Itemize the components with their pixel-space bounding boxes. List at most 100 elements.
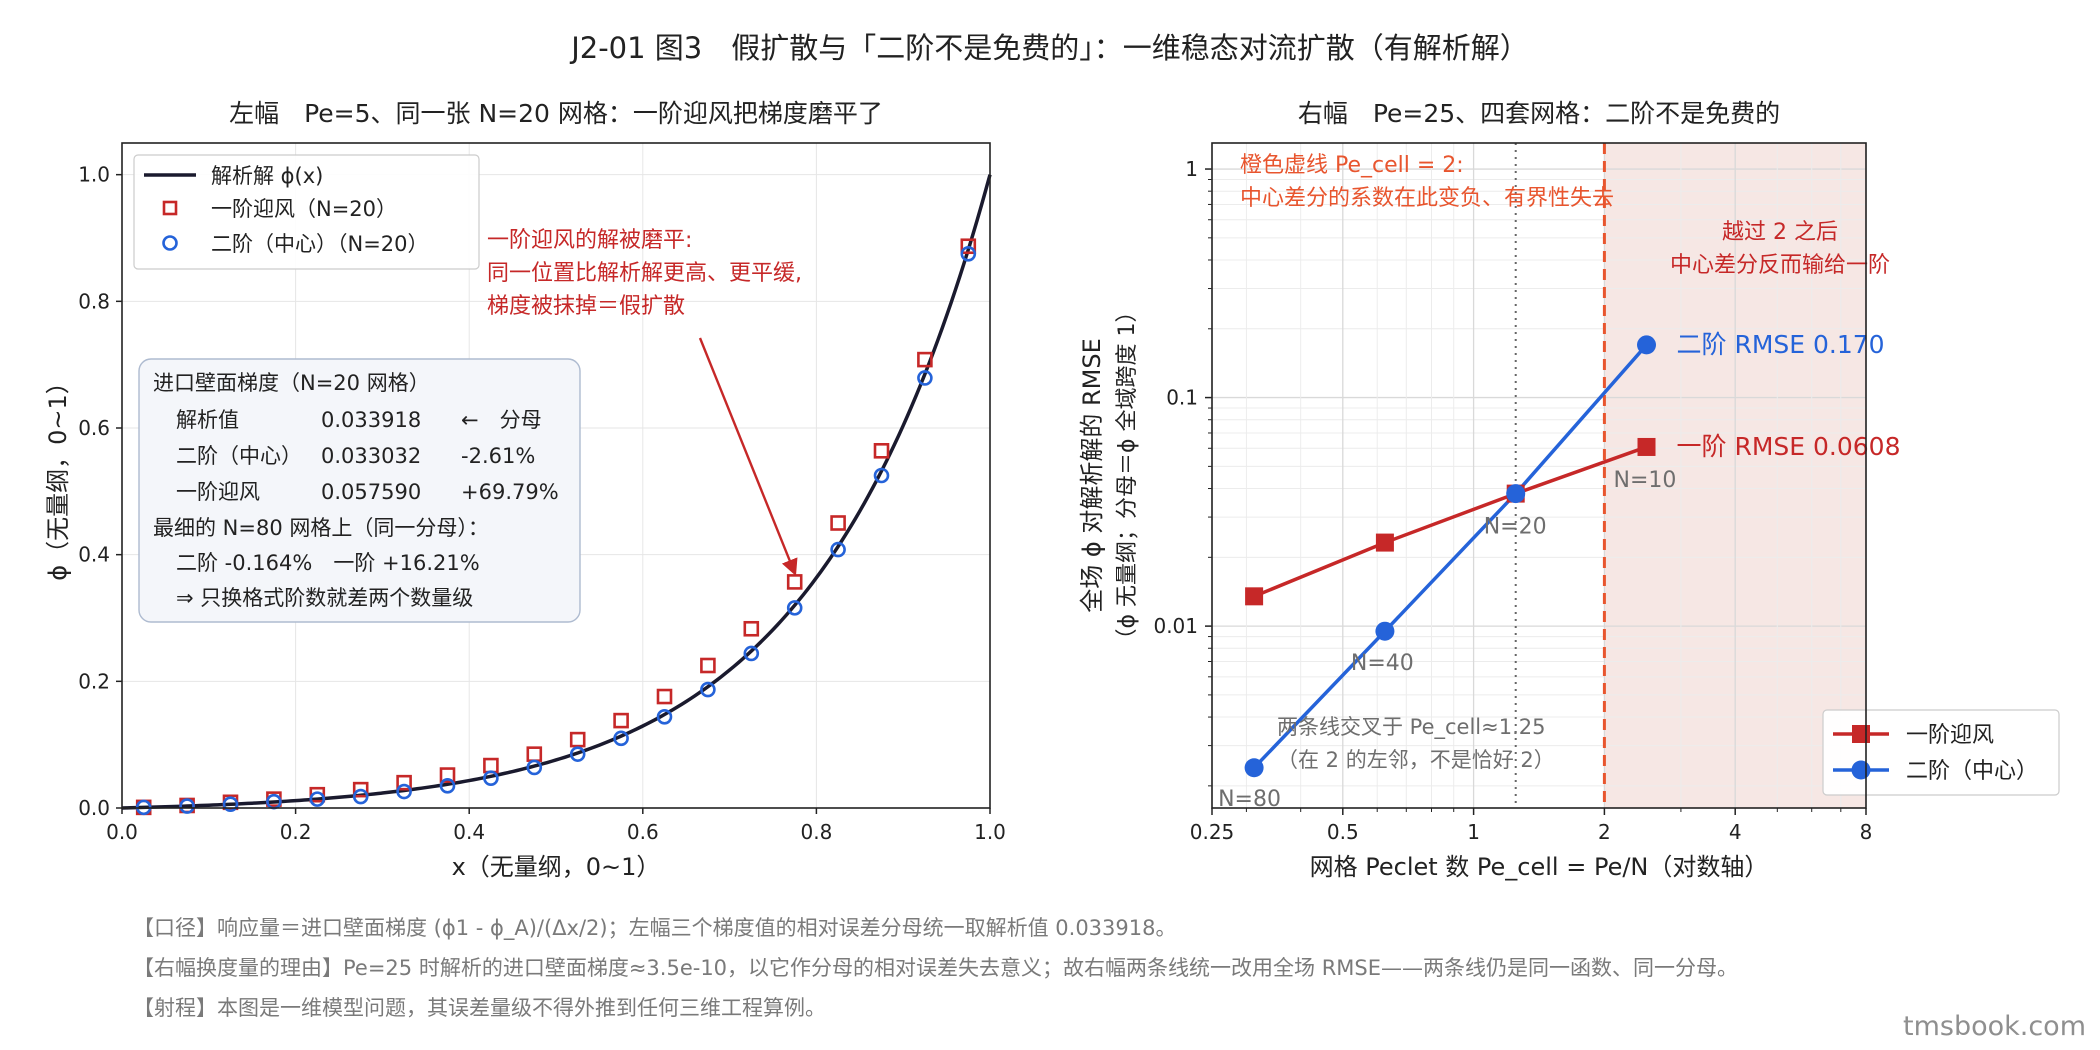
- left-xtick-label: 0.0: [106, 820, 138, 844]
- right-cross-note: （在 2 的左邻，不是恰好 2）: [1277, 748, 1555, 772]
- left-legend-upwind-label: 一阶迎风（N=20）: [211, 197, 397, 221]
- right-cross-note: 两条线交叉于 Pe_cell≈1.25: [1277, 715, 1546, 740]
- right-central-line: [1252, 343, 1648, 769]
- right-ytick-label: 0.01: [1153, 614, 1198, 638]
- right-point-label: N=20: [1484, 515, 1547, 540]
- left-central-marker: [526, 759, 543, 776]
- right-legend-central-swatch: [1851, 760, 1871, 780]
- left-upwind-marker: [873, 442, 890, 459]
- left-upwind-marker: [830, 515, 846, 531]
- left-central-marker: [613, 730, 629, 747]
- left-upwind-marker: [309, 786, 326, 803]
- right-ylabel-2: （ϕ 无量纲；分母＝ϕ 全域跨度 1）: [1115, 300, 1140, 650]
- right-central-marker: [1506, 484, 1526, 504]
- left-upwind-marker: [917, 351, 933, 368]
- right-legend-central-label: 二阶（中心）: [1906, 759, 2038, 784]
- right-central-marker: [1375, 621, 1395, 641]
- left-annotation-line: 同一位置比解析解更高、更平缓,: [487, 261, 802, 286]
- left-xtick-label: 0.8: [800, 820, 832, 844]
- right-xtick-label: 2: [1598, 820, 1611, 844]
- left-ylabel: ϕ（无量纲，0~1）: [44, 370, 72, 580]
- right-xlabel: 网格 Peclet 数 Pe_cell = Pe/N（对数轴）: [1310, 853, 1769, 881]
- right-point-label: N=10: [1614, 468, 1677, 493]
- left-xlabel: x（无量纲，0~1）: [452, 853, 661, 881]
- right-point-label: N=40: [1351, 651, 1414, 676]
- info-row-extra: ← 分母: [461, 408, 542, 432]
- right-red-note: 越过 2 之后: [1722, 220, 1838, 245]
- left-xtick-label: 0.2: [280, 820, 312, 844]
- right-xtick-label: 0.5: [1327, 820, 1359, 844]
- right-ytick-label: 1: [1185, 157, 1198, 181]
- right-legend-box: [1822, 709, 2060, 796]
- left-annotation-line: 梯度被抹掉＝假扩散: [487, 294, 685, 319]
- right-upwind-end-label: 一阶 RMSE 0.0608: [1677, 432, 1901, 461]
- right-ytick-label: 0.1: [1166, 386, 1198, 410]
- left-central-marker: [439, 778, 456, 794]
- left-xtick-label: 0.6: [627, 820, 659, 844]
- info-row-value: 0.033918: [321, 408, 421, 432]
- notes: 【口径】响应量＝进口壁面梯度 (ϕ1 - ϕ_A)/(Δx/2)；左幅三个梯度值…: [133, 908, 2013, 1028]
- left-annotation-arrow: [698, 337, 798, 577]
- left-upwind-marker: [743, 620, 760, 637]
- left-central-marker: [179, 798, 195, 814]
- info-row-label: 解析值: [176, 408, 239, 432]
- right-xtick-label: 0.25: [1190, 820, 1235, 844]
- left-panel-title: 左幅 Pe=5、同一张 N=20 网格：一阶迎风把梯度磨平了: [229, 99, 883, 128]
- left-upwind-marker: [396, 774, 412, 791]
- left-upwind-marker: [613, 712, 629, 729]
- left-central-marker: [786, 600, 803, 616]
- info-box-fine-title: 最细的 N=80 网格上（同一分母）：: [153, 516, 489, 540]
- right-upwind-marker: [1637, 437, 1656, 456]
- info-box-fine-line: 二阶 -0.164% 一阶 +16.21%: [176, 551, 480, 575]
- right-axes-frame: [1211, 142, 1867, 809]
- figure-title: J2-01 图3 假扩散与「二阶不是免费的」：一维稳态对流扩散（有解析解）: [569, 31, 1529, 65]
- right-xtick-label: 8: [1860, 820, 1873, 844]
- left-upwind-marker: [700, 657, 716, 674]
- info-row-value: 0.033032: [321, 444, 421, 468]
- left-central-marker: [396, 783, 412, 800]
- left-legend-analytic-label: 解析解 ϕ(x): [211, 164, 323, 188]
- right-upwind-line: [1253, 445, 1648, 598]
- info-row-label: 一阶迎风: [176, 480, 260, 504]
- left-xtick-label: 1.0: [974, 820, 1006, 844]
- left-axes-frame: [121, 142, 991, 809]
- left-central-marker: [830, 541, 846, 558]
- right-panel-title: 右幅 Pe=25、四套网格：二阶不是免费的: [1298, 99, 1780, 128]
- left-panel: 左幅 Pe=5、同一张 N=20 网格：一阶迎风把梯度磨平了 0.0 0.2 0.4 0…: [44, 99, 1006, 881]
- right-upwind-marker: [1245, 587, 1264, 606]
- right-red-note: 中心差分反而输给一阶: [1670, 253, 1890, 278]
- info-box-frame: [138, 358, 581, 623]
- right-xtick-label: 1: [1467, 820, 1480, 844]
- right-central-marker: [1637, 335, 1657, 355]
- right-orange-note: 中心差分的系数在此变负、有界性失去: [1240, 186, 1614, 211]
- right-legend-upwind-swatch: [1852, 725, 1870, 743]
- left-upwind-marker: [483, 757, 499, 774]
- left-ytick-label: 0.2: [78, 669, 110, 693]
- left-legend: 解析解 ϕ(x) 一阶迎风（N=20） 二阶（中心）（N=20）: [133, 154, 480, 270]
- left-central-marker: [656, 708, 673, 725]
- left-legend-central-swatch: [162, 235, 178, 251]
- left-ytick-label: 0.4: [78, 543, 110, 567]
- right-central-marker: [1244, 758, 1264, 778]
- left-legend-central-label: 二阶（中心）（N=20）: [211, 232, 429, 256]
- info-row-value: 0.057590: [321, 480, 421, 504]
- left-upwind-marker: [569, 731, 586, 748]
- left-upwind-marker: [352, 781, 369, 798]
- left-upwind-marker: [439, 767, 456, 783]
- info-row-extra: +69.79%: [461, 480, 559, 504]
- note-metric-reason: 【右幅换度量的理由】Pe=25 时解析的进口壁面梯度≈3.5e-10，以它作分母…: [133, 956, 1739, 980]
- info-row-label: 二阶（中心）: [176, 444, 302, 468]
- left-annotation-line: 一阶迎风的解被磨平:: [487, 228, 692, 253]
- right-orange-note: 橙色虚线 Pe_cell = 2:: [1240, 153, 1464, 178]
- right-xtick-label: 4: [1729, 820, 1742, 844]
- info-row-extra: -2.61%: [461, 444, 535, 468]
- left-xtick-label: 0.4: [453, 820, 485, 844]
- left-central-marker: [222, 796, 239, 813]
- left-central-marker: [743, 645, 760, 662]
- watermark: tmsbook.com: [1902, 1011, 2086, 1042]
- right-ylabel: 全场 ϕ 对解析解的 RMSE: [1078, 338, 1106, 613]
- left-upwind-marker: [656, 688, 673, 705]
- note-scope: 【口径】响应量＝进口壁面梯度 (ϕ1 - ϕ_A)/(Δx/2)；左幅三个梯度值…: [133, 916, 1177, 940]
